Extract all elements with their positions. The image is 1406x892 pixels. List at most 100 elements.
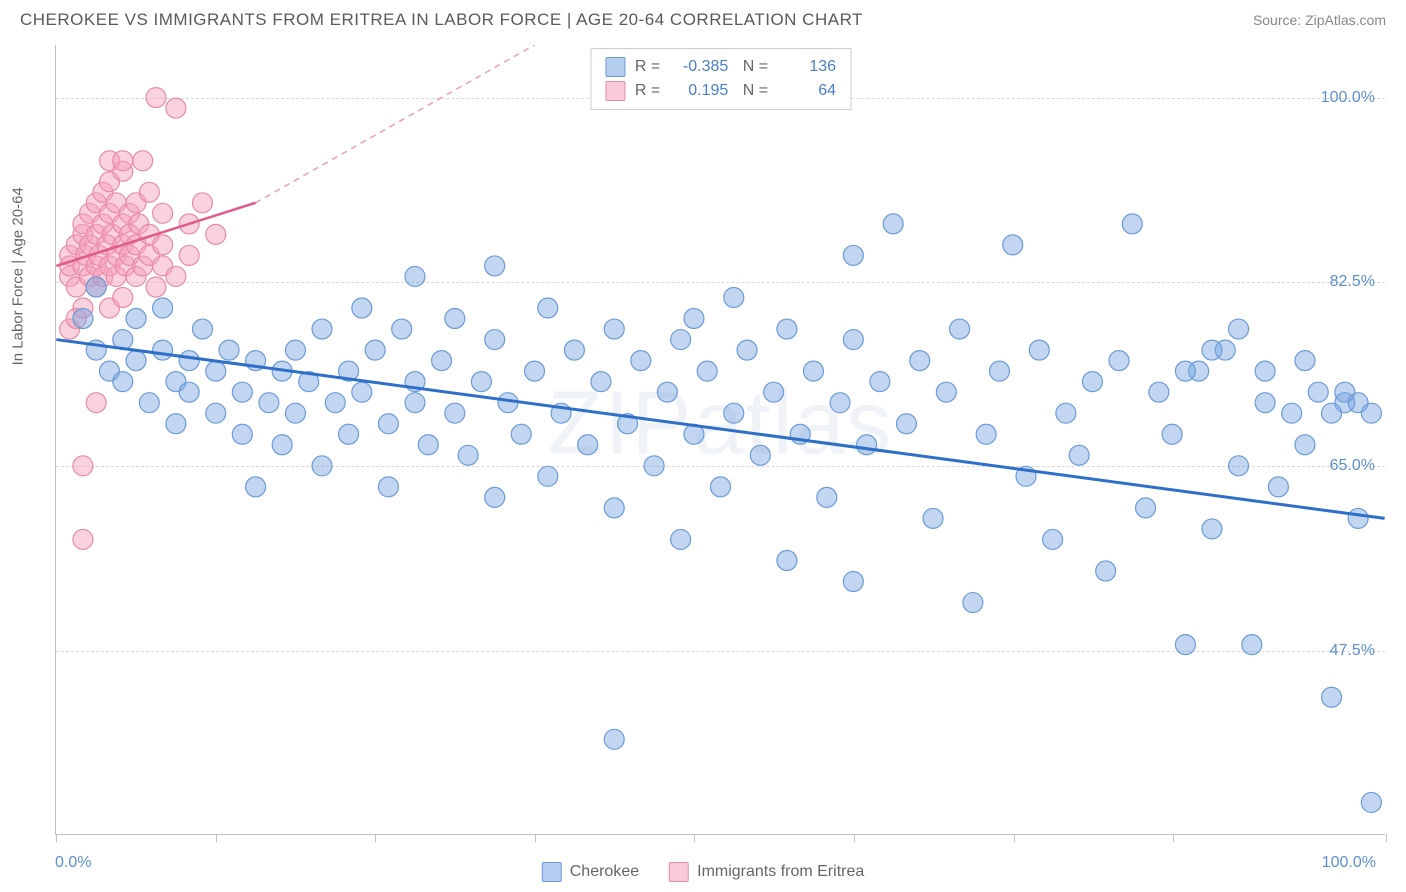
r-label: R = — [635, 58, 660, 76]
scatter-point — [246, 477, 266, 497]
scatter-point — [870, 372, 890, 392]
scatter-point — [803, 361, 823, 381]
scatter-point — [857, 435, 877, 455]
scatter-point — [764, 382, 784, 402]
scatter-point — [684, 309, 704, 329]
scatter-point — [963, 593, 983, 613]
scatter-point — [604, 319, 624, 339]
source-label: Source: ZipAtlas.com — [1253, 12, 1386, 28]
scatter-point — [1096, 561, 1116, 581]
scatter-point — [1149, 382, 1169, 402]
scatter-point — [1175, 361, 1195, 381]
scatter-point — [525, 361, 545, 381]
scatter-point — [1202, 519, 1222, 539]
scatter-point — [511, 424, 531, 444]
scatter-point — [179, 351, 199, 371]
scatter-point — [1109, 351, 1129, 371]
scatter-point — [73, 529, 93, 549]
scatter-point — [325, 393, 345, 413]
scatter-point — [1295, 351, 1315, 371]
swatch-cherokee-icon — [542, 862, 562, 882]
scatter-point — [896, 414, 916, 434]
scatter-point — [644, 456, 664, 476]
scatter-point — [206, 403, 226, 423]
scatter-point — [936, 382, 956, 402]
scatter-point — [564, 340, 584, 360]
scatter-point — [1361, 792, 1381, 812]
scatter-point — [1229, 456, 1249, 476]
trend-line-dashed — [256, 45, 535, 203]
scatter-point — [352, 298, 372, 318]
scatter-svg — [56, 45, 1385, 834]
scatter-point — [1122, 214, 1142, 234]
scatter-point — [910, 351, 930, 371]
scatter-point — [1255, 361, 1275, 381]
scatter-point — [153, 235, 173, 255]
scatter-point — [378, 477, 398, 497]
eritrea-r-value: 0.195 — [670, 82, 728, 100]
scatter-point — [1282, 403, 1302, 423]
scatter-point — [126, 351, 146, 371]
scatter-point — [206, 224, 226, 244]
x-axis-max-label: 100.0% — [1322, 854, 1376, 872]
scatter-point — [133, 151, 153, 171]
scatter-point — [192, 193, 212, 213]
scatter-point — [950, 319, 970, 339]
scatter-point — [339, 424, 359, 444]
scatter-point — [73, 456, 93, 476]
x-tick — [1386, 834, 1387, 842]
scatter-point — [113, 287, 133, 307]
scatter-point — [1056, 403, 1076, 423]
scatter-point — [843, 245, 863, 265]
legend-item-eritrea: Immigrants from Eritrea — [669, 862, 864, 882]
cherokee-n-value: 136 — [778, 58, 836, 76]
scatter-point — [73, 309, 93, 329]
scatter-point — [485, 487, 505, 507]
scatter-point — [631, 351, 651, 371]
scatter-point — [285, 403, 305, 423]
scatter-point — [405, 393, 425, 413]
scatter-point — [153, 340, 173, 360]
scatter-point — [671, 330, 691, 350]
scatter-point — [976, 424, 996, 444]
scatter-point — [206, 361, 226, 381]
scatter-point — [843, 572, 863, 592]
scatter-point — [153, 203, 173, 223]
scatter-point — [166, 414, 186, 434]
scatter-point — [192, 319, 212, 339]
scatter-point — [445, 309, 465, 329]
scatter-point — [817, 487, 837, 507]
swatch-eritrea-icon — [669, 862, 689, 882]
scatter-point — [1308, 382, 1328, 402]
scatter-point — [312, 319, 332, 339]
legend-label-eritrea: Immigrants from Eritrea — [697, 863, 864, 881]
scatter-point — [657, 382, 677, 402]
scatter-point — [777, 550, 797, 570]
scatter-point — [1255, 393, 1275, 413]
scatter-point — [471, 372, 491, 392]
scatter-point — [139, 182, 159, 202]
scatter-point — [86, 393, 106, 413]
x-tick — [216, 834, 217, 842]
scatter-point — [777, 319, 797, 339]
scatter-point — [432, 351, 452, 371]
scatter-point — [126, 309, 146, 329]
scatter-point — [485, 256, 505, 276]
chart-title: CHEROKEE VS IMMIGRANTS FROM ERITREA IN L… — [20, 10, 863, 30]
scatter-point — [1082, 372, 1102, 392]
x-tick — [1014, 834, 1015, 842]
scatter-point — [923, 508, 943, 528]
scatter-point — [843, 330, 863, 350]
scatter-point — [1175, 635, 1195, 655]
scatter-point — [604, 729, 624, 749]
scatter-point — [1202, 340, 1222, 360]
x-tick — [1173, 834, 1174, 842]
scatter-point — [219, 340, 239, 360]
scatter-point — [485, 330, 505, 350]
scatter-point — [1361, 403, 1381, 423]
scatter-point — [418, 435, 438, 455]
scatter-point — [352, 382, 372, 402]
scatter-point — [365, 340, 385, 360]
series-legend: Cherokee Immigrants from Eritrea — [542, 862, 865, 882]
scatter-point — [724, 287, 744, 307]
